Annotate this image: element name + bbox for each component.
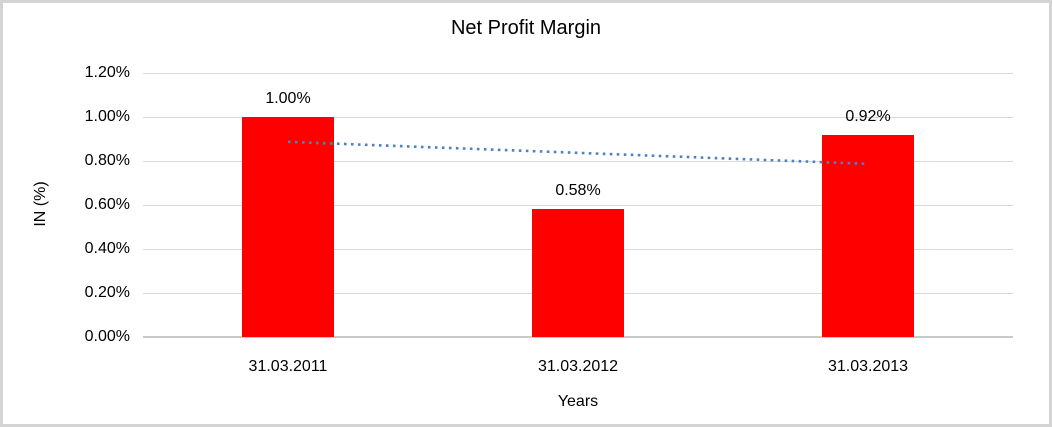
y-tick-label: 0.20% — [84, 284, 130, 301]
gridline — [143, 161, 1013, 162]
x-axis-title: Years — [557, 393, 599, 410]
y-tick-label: 1.00% — [84, 108, 130, 125]
y-tick-label: 0.00% — [84, 328, 130, 345]
x-tick-label-31.03.2013: 31.03.2013 — [827, 358, 909, 375]
gridline — [143, 73, 1013, 74]
gridline — [143, 117, 1013, 118]
plot-area — [143, 73, 1013, 338]
trendline — [287, 140, 869, 166]
data-label: 0.92% — [845, 108, 891, 125]
bar-31.03.2013 — [822, 135, 914, 337]
y-tick-label: 1.20% — [84, 64, 130, 81]
x-tick-label-31.03.2012: 31.03.2012 — [537, 358, 619, 375]
y-tick-label: 0.80% — [84, 152, 130, 169]
x-tick-label-31.03.2011: 31.03.2011 — [248, 358, 328, 375]
bar-31.03.2012 — [532, 209, 624, 337]
bar-31.03.2011 — [242, 117, 334, 337]
gridline — [143, 205, 1013, 206]
chart-title: Net Profit Margin — [450, 17, 602, 39]
data-label: 1.00% — [265, 90, 311, 107]
data-label: 0.58% — [555, 182, 601, 199]
x-axis-line — [143, 336, 1013, 338]
y-tick-label: 0.60% — [84, 196, 130, 213]
y-tick-label: 0.40% — [84, 240, 130, 257]
